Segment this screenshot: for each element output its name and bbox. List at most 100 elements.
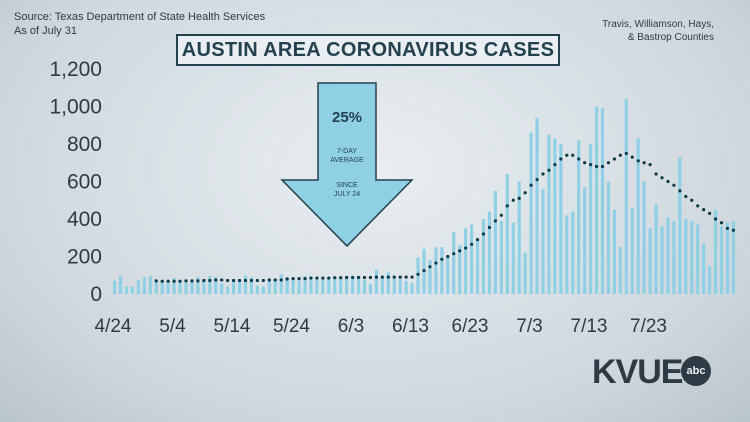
abc-badge: abc [681,356,711,386]
x-tick-label: 4/24 [95,316,132,337]
x-tick-label: 5/14 [214,316,251,337]
bar [600,108,605,295]
bar [237,280,242,295]
bar [499,220,503,295]
bar [148,276,152,294]
average-point [208,278,212,283]
bar [172,278,176,294]
bar [202,279,206,294]
average-point [624,151,628,155]
average-point [428,265,432,269]
bar [142,277,146,295]
bar [684,219,688,294]
bar [475,239,480,295]
average-point [559,157,563,161]
average-point [255,278,259,283]
bar [273,279,277,294]
average-point [583,161,587,165]
bar [583,187,587,295]
average-point [690,198,694,202]
bar [493,190,497,295]
bar [226,286,230,294]
bar [291,279,295,294]
bar [719,226,724,294]
average-point [416,272,420,276]
x-tick-label: 6/13 [392,316,429,337]
y-tick-label: 0 [90,283,102,306]
bar [559,144,563,294]
bar [160,280,164,295]
bar [708,265,712,295]
bar [267,279,271,294]
average-point [571,153,575,157]
bar [410,282,414,294]
average-point [160,279,164,283]
bar [279,274,283,294]
bar [505,174,509,294]
average-point [398,275,402,279]
average-point [392,275,396,279]
bar [345,276,349,294]
average-point [237,278,242,283]
average-point [410,275,414,279]
arrow-percent: 25% [332,109,362,126]
average-point [547,168,551,172]
bar [208,276,212,294]
average-point [374,275,378,279]
bar [636,138,640,295]
average-point [196,279,200,283]
x-axis: 4/24 5/4 5/14 5/24 6/3 6/13 6/23 7/3 7/13 7/23 [95,316,667,337]
bar [517,181,521,294]
bar [392,277,396,295]
average-point [261,278,265,283]
average-point [475,238,480,242]
bar [261,286,265,294]
average-point [279,278,283,282]
bar [624,99,628,294]
bar [356,276,361,294]
bar [612,209,616,295]
average-point [303,277,307,281]
source-line: Source: Texas Department of State Health… [14,11,266,23]
bar [464,228,468,295]
average-point [267,278,271,282]
average-point [351,275,355,280]
bar [731,220,735,295]
kvue-wordmark: KVUE [592,353,683,391]
average-point [642,161,646,165]
bar [452,232,456,295]
bar [565,215,569,294]
average-point [719,221,724,225]
average-point [273,278,277,282]
x-tick-label: 6/3 [338,316,364,337]
bar [130,286,135,294]
average-point [362,275,367,280]
x-tick-label: 7/3 [516,316,542,337]
bar [220,283,224,294]
average-point [327,276,331,280]
average-point [226,278,230,283]
bar [666,217,670,295]
chart-title: AUSTIN AREA CORONAVIRUS CASES [176,34,560,66]
bar [380,278,384,294]
average-point [618,153,622,157]
bar [428,260,432,294]
average-point [606,161,611,165]
y-tick-label: 1,200 [49,58,102,81]
average-point [190,279,194,283]
average-point [368,275,373,280]
bar [124,286,129,294]
bar [374,269,378,295]
y-tick-label: 800 [67,133,102,156]
average-point [297,277,301,281]
average-point [725,226,730,230]
bar [243,275,248,294]
bar [362,279,367,294]
average-point [678,189,682,193]
bar [214,277,218,295]
bar [255,285,259,294]
average-point [702,208,706,212]
average-point [577,157,581,161]
bar [196,277,200,295]
